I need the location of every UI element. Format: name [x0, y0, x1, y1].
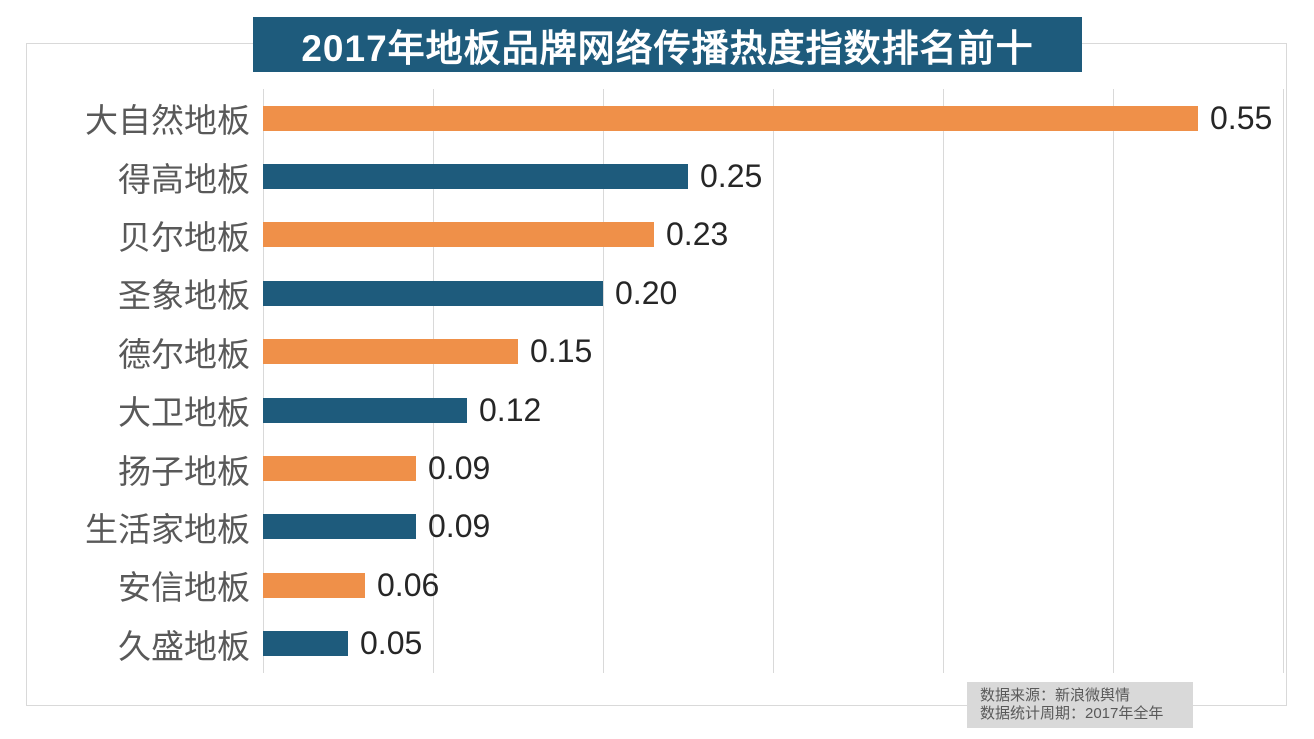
bar [263, 339, 518, 365]
bar [263, 572, 365, 598]
category-label: 圣象地板 [118, 277, 250, 315]
category-label: 德尔地板 [118, 335, 250, 373]
chart-row: 扬子地板 0.09 [30, 439, 1300, 497]
chart-row: 德尔地板 0.15 [30, 323, 1300, 381]
gridline [1283, 89, 1284, 673]
chart-row: 生活家地板 0.09 [30, 498, 1300, 556]
chart-title: 2017年地板品牌网络传播热度指数排名前十 [253, 17, 1082, 72]
plot-frame [26, 43, 1287, 706]
value-label: 0.15 [530, 333, 593, 370]
category-label: 生活家地板 [85, 510, 250, 548]
chart-row: 贝尔地板 0.23 [30, 206, 1300, 264]
chart-row: 圣象地板 0.20 [30, 264, 1300, 322]
gridline [603, 89, 604, 673]
value-label: 0.05 [360, 625, 423, 662]
data-source-line: 数据来源：新浪微舆情 [980, 687, 1131, 704]
data-source-note: 数据来源：新浪微舆情 数据统计周期：2017年全年 [967, 682, 1193, 728]
data-period-line: 数据统计周期：2017年全年 [980, 705, 1164, 722]
gridline [943, 89, 944, 673]
value-label: 0.09 [428, 450, 491, 487]
value-label: 0.55 [1210, 99, 1273, 136]
value-label: 0.09 [428, 508, 491, 545]
value-label: 0.06 [377, 566, 440, 603]
bar [263, 456, 416, 482]
bar-rows: 大自然地板 0.55 得高地板 0.25 贝尔地板 0.23 圣象地板 0.20 德尔地板 0.1… [30, 89, 1300, 673]
chart-row: 久盛地板 0.05 [30, 615, 1300, 673]
category-label: 大卫地板 [118, 394, 250, 432]
bar [263, 631, 348, 657]
category-label: 得高地板 [118, 160, 250, 198]
gridline [433, 89, 434, 673]
value-label: 0.23 [666, 216, 729, 253]
chart-row: 安信地板 0.06 [30, 556, 1300, 614]
chart-row: 大卫地板 0.12 [30, 381, 1300, 439]
bar [263, 397, 467, 423]
category-label: 安信地板 [118, 569, 250, 607]
gridline [263, 89, 264, 673]
value-label: 0.12 [479, 391, 542, 428]
gridline [1113, 89, 1114, 673]
value-label: 0.20 [615, 274, 678, 311]
bar [263, 280, 603, 306]
bar [263, 222, 654, 248]
chart-row: 得高地板 0.25 [30, 147, 1300, 205]
category-label: 贝尔地板 [118, 218, 250, 256]
value-label: 0.25 [700, 158, 763, 195]
category-label: 大自然地板 [85, 102, 250, 140]
gridline [773, 89, 774, 673]
category-label: 扬子地板 [118, 452, 250, 490]
category-label: 久盛地板 [118, 627, 250, 665]
chart-row: 大自然地板 0.55 [30, 89, 1300, 147]
bar [263, 164, 688, 190]
bar [263, 514, 416, 540]
bar [263, 105, 1198, 131]
